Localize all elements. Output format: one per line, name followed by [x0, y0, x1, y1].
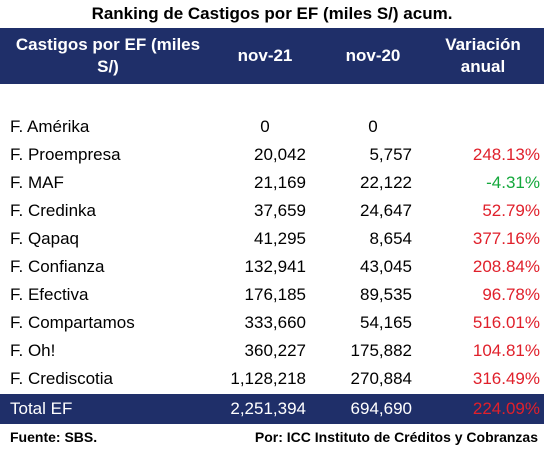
table-row: F. Amérika 0 0 — [0, 113, 544, 141]
row-nov20: 89,535 — [360, 285, 412, 304]
header-nov21: nov-21 — [237, 46, 293, 65]
table-row: F. Compartamos 333,660 54,165 516.01% — [0, 309, 544, 337]
row-nov20: 24,647 — [360, 201, 412, 220]
total-label: Total EF — [10, 399, 73, 418]
row-variation: -4.31% — [486, 173, 540, 192]
table-row: F. Confianza 132,941 43,045 208.84% — [0, 253, 544, 281]
row-variation: 248.13% — [472, 145, 540, 164]
row-nov20: 5,757 — [369, 145, 412, 164]
table-body: F. Amérika 0 0 F. Proempresa 20,042 5,75… — [0, 113, 544, 393]
row-nov21: 0 — [260, 117, 270, 136]
total-nov20: 694,690 — [350, 399, 412, 418]
row-nov20: 43,045 — [360, 257, 412, 276]
row-nov20: 54,165 — [360, 313, 412, 332]
row-nov21: 360,227 — [244, 341, 306, 360]
row-name: F. Amérika — [10, 117, 90, 136]
row-variation: 316.49% — [472, 369, 540, 388]
header-entity: Castigos por EF (miles S/) — [15, 35, 201, 76]
table-row: F. Crediscotia 1,128,218 270,884 316.49% — [0, 365, 544, 393]
row-nov21: 37,659 — [254, 201, 306, 220]
row-name: F. MAF — [10, 173, 64, 192]
row-name: F. Crediscotia — [10, 369, 113, 388]
total-variation: 224.09% — [472, 399, 540, 418]
header-variation: Variación anual — [445, 35, 521, 76]
row-nov20: 270,884 — [350, 369, 412, 388]
row-name: F. Efectiva — [10, 285, 89, 304]
row-variation: 104.81% — [472, 341, 540, 360]
table-header: Castigos por EF (miles S/) nov-21 nov-20… — [0, 28, 544, 84]
table-title: Ranking de Castigos por EF (miles S/) ac… — [91, 4, 453, 23]
row-name: F. Credinka — [10, 201, 96, 220]
row-variation: 208.84% — [472, 257, 540, 276]
row-nov21: 333,660 — [244, 313, 306, 332]
author-note: Por: ICC Instituto de Créditos y Cobranz… — [254, 429, 538, 445]
total-row: Total EF 2,251,394 694,690 224.09% — [0, 394, 544, 424]
table-row: F. Qapaq 41,295 8,654 377.16% — [0, 225, 544, 253]
row-name: F. Oh! — [10, 341, 56, 360]
row-name: F. Proempresa — [10, 145, 121, 164]
row-nov20: 175,882 — [350, 341, 412, 360]
table-row: F. Proempresa 20,042 5,757 248.13% — [0, 141, 544, 169]
table-row: F. Efectiva 176,185 89,535 96.78% — [0, 281, 544, 309]
row-nov20: 0 — [368, 117, 378, 136]
total-nov21: 2,251,394 — [230, 399, 306, 418]
table-row: F. Oh! 360,227 175,882 104.81% — [0, 337, 544, 365]
row-nov20: 22,122 — [360, 173, 412, 192]
row-variation: 516.01% — [472, 313, 540, 332]
row-variation: 52.79% — [482, 201, 540, 220]
row-name: F. Compartamos — [10, 313, 135, 332]
row-nov21: 20,042 — [254, 145, 306, 164]
row-variation: 377.16% — [472, 229, 540, 248]
row-nov21: 1,128,218 — [230, 369, 306, 388]
table-row: F. Credinka 37,659 24,647 52.79% — [0, 197, 544, 225]
row-name: F. Qapaq — [10, 229, 79, 248]
row-variation: 96.78% — [482, 285, 540, 304]
row-nov21: 132,941 — [244, 257, 306, 276]
header-nov20: nov-20 — [345, 46, 401, 65]
footer: Fuente: SBS. Por: ICC Instituto de Crédi… — [0, 426, 544, 449]
row-nov21: 176,185 — [244, 285, 306, 304]
table-row: F. MAF 21,169 22,122 -4.31% — [0, 169, 544, 197]
source-note: Fuente: SBS. — [10, 429, 98, 445]
row-nov21: 41,295 — [254, 229, 306, 248]
row-nov21: 21,169 — [254, 173, 306, 192]
row-nov20: 8,654 — [369, 229, 412, 248]
row-name: F. Confianza — [10, 257, 105, 276]
